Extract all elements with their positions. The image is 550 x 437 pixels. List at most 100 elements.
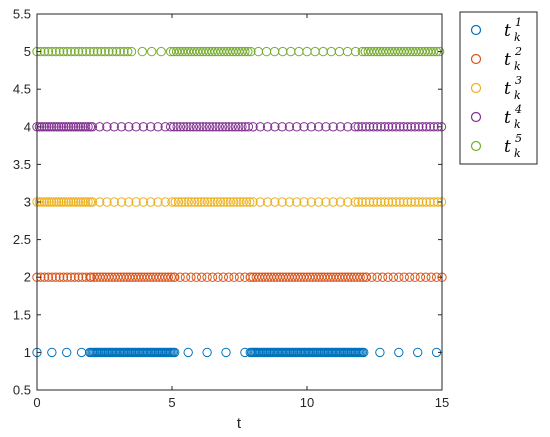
data-point xyxy=(224,122,234,132)
data-point xyxy=(213,272,223,282)
data-point xyxy=(130,272,141,282)
data-point xyxy=(183,46,194,57)
series-t_k^4 xyxy=(32,122,447,132)
data-point xyxy=(292,197,302,207)
legend-label: t xyxy=(504,21,511,41)
data-point xyxy=(364,122,375,132)
data-point xyxy=(417,122,428,132)
data-point xyxy=(157,272,167,282)
data-point xyxy=(78,122,88,132)
data-point xyxy=(275,272,285,282)
data-point xyxy=(147,46,157,57)
data-point xyxy=(62,272,72,282)
data-point xyxy=(357,46,368,57)
series-t_k^5 xyxy=(32,46,445,57)
y-tick-label: 0.5 xyxy=(13,383,31,398)
data-point xyxy=(110,272,120,282)
data-point xyxy=(372,272,382,282)
data-point xyxy=(228,46,238,57)
data-point xyxy=(322,272,333,282)
data-point xyxy=(402,197,413,207)
data-point xyxy=(388,272,399,282)
data-point xyxy=(260,272,270,282)
data-point xyxy=(248,272,258,282)
data-point xyxy=(408,46,418,57)
legend-subscript: k xyxy=(514,118,521,131)
data-point xyxy=(425,46,436,57)
data-point xyxy=(357,197,367,207)
data-point xyxy=(83,197,93,207)
data-point xyxy=(394,347,404,358)
data-point xyxy=(119,46,129,57)
data-point xyxy=(425,197,435,207)
data-point xyxy=(180,46,191,57)
legend-label: t xyxy=(504,108,511,128)
data-point xyxy=(145,272,156,282)
data-point xyxy=(266,272,276,282)
data-point xyxy=(383,272,393,282)
data-point xyxy=(293,272,303,282)
data-point xyxy=(231,46,241,57)
data-point xyxy=(399,272,409,282)
data-point xyxy=(364,197,375,207)
data-point xyxy=(189,46,200,57)
data-point xyxy=(313,122,324,132)
data-point xyxy=(410,197,420,207)
data-point xyxy=(411,46,421,57)
data-point xyxy=(148,272,159,282)
data-point xyxy=(425,122,435,132)
data-point xyxy=(73,272,84,282)
data-point xyxy=(66,197,76,207)
data-point xyxy=(376,122,386,132)
data-point xyxy=(46,197,57,207)
data-point xyxy=(160,197,170,207)
data-point xyxy=(287,272,297,282)
data-point xyxy=(375,46,385,57)
data-point xyxy=(104,46,114,57)
axis-ticks xyxy=(36,13,443,391)
data-point xyxy=(109,122,119,132)
data-point xyxy=(54,197,64,207)
data-point xyxy=(59,122,69,132)
data-point xyxy=(104,272,114,282)
data-point xyxy=(241,197,252,207)
data-point xyxy=(171,46,182,57)
data-point xyxy=(170,272,180,282)
x-tick-label: 15 xyxy=(435,395,449,410)
data-point xyxy=(212,197,223,207)
data-point xyxy=(353,197,363,207)
data-point xyxy=(173,197,184,207)
data-point xyxy=(246,46,256,57)
data-point xyxy=(66,46,76,57)
data-point xyxy=(414,46,424,57)
data-point xyxy=(96,46,106,57)
data-point xyxy=(43,272,54,282)
data-point xyxy=(56,197,66,207)
data-point xyxy=(350,122,360,132)
data-point xyxy=(219,46,229,57)
data-point xyxy=(405,46,415,57)
legend-superscript: 5 xyxy=(515,132,522,145)
data-point xyxy=(51,122,62,132)
data-point xyxy=(172,122,182,132)
data-point xyxy=(44,197,54,207)
data-point xyxy=(307,272,318,282)
data-point xyxy=(126,46,137,57)
data-point xyxy=(70,272,80,282)
data-point xyxy=(204,46,214,57)
data-point xyxy=(277,122,287,132)
data-point xyxy=(186,197,197,207)
legend-subscript: k xyxy=(514,60,521,73)
data-point xyxy=(170,197,180,207)
data-point xyxy=(177,197,187,207)
y-tick-label: 5.5 xyxy=(13,7,31,22)
data-point xyxy=(420,46,430,57)
legend-marker xyxy=(470,24,482,36)
data-point xyxy=(296,272,306,282)
data-point xyxy=(189,197,200,207)
data-point xyxy=(221,122,231,132)
y-tick-label: 1 xyxy=(24,345,31,360)
data-point xyxy=(94,197,105,207)
data-point xyxy=(116,272,126,282)
data-point xyxy=(349,272,359,282)
